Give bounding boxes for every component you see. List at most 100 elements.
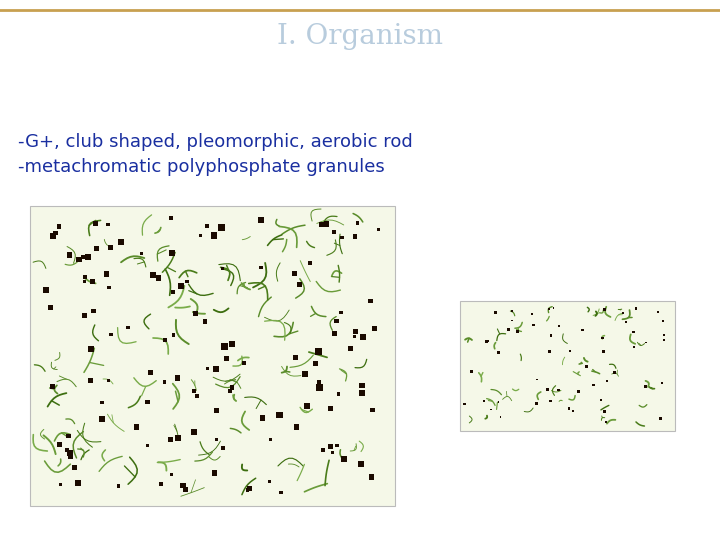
Bar [663, 334, 665, 335]
Bar [258, 217, 264, 223]
Bar [353, 328, 358, 334]
Bar [178, 283, 184, 289]
Bar [531, 313, 534, 315]
Bar [260, 415, 265, 421]
Bar [222, 343, 228, 349]
Bar [369, 474, 374, 480]
Bar [353, 335, 356, 338]
Bar [107, 379, 110, 382]
Bar [372, 326, 377, 330]
Bar [172, 333, 176, 336]
Bar [206, 367, 209, 370]
Bar [150, 272, 156, 278]
Bar [94, 221, 98, 226]
Text: -metachromatic polyphosphate granules: -metachromatic polyphosphate granules [18, 158, 384, 176]
Bar [317, 384, 323, 390]
Bar [304, 403, 310, 409]
Bar [183, 487, 188, 492]
Bar [175, 435, 181, 441]
Bar [315, 348, 322, 355]
Bar [148, 370, 153, 375]
Bar [487, 340, 489, 342]
Bar [328, 444, 333, 449]
Bar [269, 437, 272, 441]
Bar [276, 411, 282, 417]
Bar [118, 239, 125, 246]
Bar [297, 282, 302, 287]
Bar [535, 402, 538, 405]
Bar [211, 233, 217, 239]
Bar [585, 366, 588, 368]
Bar [145, 400, 150, 404]
Bar [319, 221, 325, 227]
Bar [369, 299, 373, 303]
Bar [213, 366, 219, 372]
Bar [460, 301, 675, 431]
Bar [75, 480, 81, 486]
Bar [482, 400, 485, 402]
Bar [218, 224, 225, 231]
Bar [569, 350, 571, 352]
Bar [48, 305, 53, 310]
Bar [170, 472, 174, 476]
Bar [470, 370, 473, 373]
Bar [81, 255, 86, 259]
Bar [603, 308, 606, 311]
Bar [228, 389, 232, 393]
Bar [463, 403, 466, 406]
Bar [224, 356, 230, 361]
Bar [313, 361, 318, 366]
Bar [126, 326, 130, 329]
Bar [603, 410, 606, 413]
Bar [549, 400, 552, 402]
Bar [65, 448, 68, 452]
Bar [204, 224, 209, 228]
Bar [302, 371, 308, 377]
Bar [168, 437, 174, 442]
Bar [632, 330, 635, 333]
Bar [516, 330, 519, 333]
Bar [163, 380, 166, 383]
Bar [613, 372, 616, 374]
Bar [88, 346, 94, 352]
Bar [229, 341, 235, 347]
Bar [106, 222, 109, 226]
Bar [59, 483, 62, 487]
Bar [548, 308, 550, 310]
Bar [663, 339, 665, 341]
Bar [100, 401, 104, 404]
Bar [360, 334, 366, 340]
Bar [662, 320, 665, 322]
Bar [134, 424, 139, 429]
Bar [511, 309, 513, 312]
Bar [76, 256, 82, 262]
Bar [53, 231, 58, 235]
Bar [606, 380, 608, 382]
Bar [104, 272, 109, 276]
Bar [308, 261, 312, 266]
Bar [90, 279, 95, 284]
Bar [634, 307, 637, 310]
Bar [242, 361, 246, 365]
Bar [500, 416, 501, 418]
Bar [324, 221, 330, 227]
Bar [490, 409, 492, 410]
Bar [181, 483, 186, 488]
Bar [359, 382, 365, 388]
Bar [145, 443, 149, 447]
Bar [600, 399, 602, 401]
Bar [83, 280, 86, 283]
Bar [549, 334, 552, 337]
Bar [661, 382, 662, 383]
Bar [548, 350, 551, 353]
Bar [159, 482, 163, 486]
Bar [214, 408, 219, 414]
Bar [659, 417, 662, 420]
Bar [107, 245, 113, 250]
Bar [577, 390, 580, 394]
Bar [68, 454, 73, 459]
Bar [602, 349, 605, 353]
Bar [536, 379, 538, 381]
Bar [605, 421, 607, 423]
Bar [292, 355, 298, 360]
